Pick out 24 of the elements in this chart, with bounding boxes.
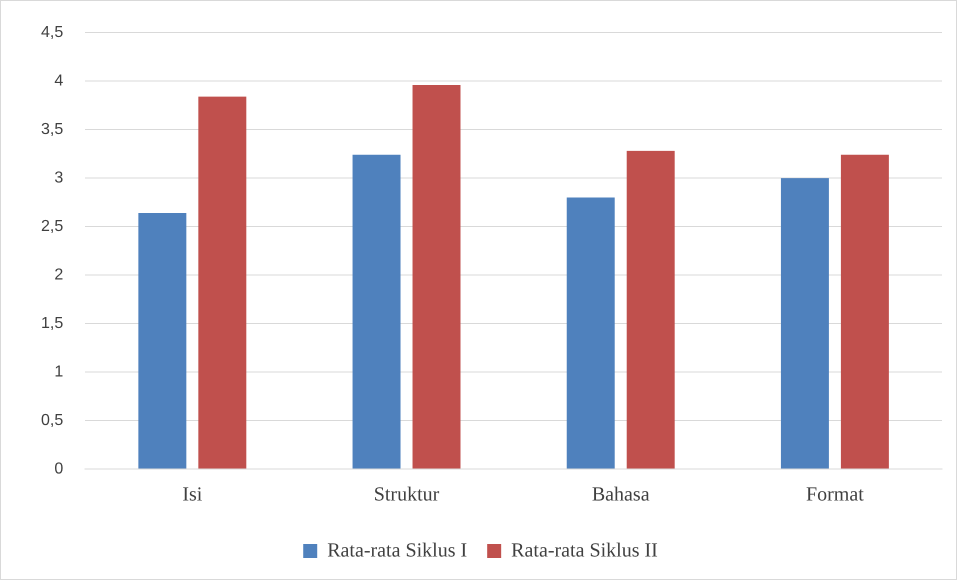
- legend-label: Rata-rata Siklus II: [511, 539, 658, 562]
- x-tick-label: Isi: [182, 483, 203, 506]
- y-tick-label: 3,5: [40, 120, 64, 138]
- bar: [352, 154, 401, 468]
- bar: [138, 212, 186, 468]
- bar: [626, 150, 675, 468]
- bar: [566, 197, 615, 468]
- bar: [780, 178, 829, 468]
- y-tick-label: 1: [54, 363, 64, 380]
- x-tick-label: Struktur: [374, 483, 440, 506]
- x-tick-label: Format: [806, 483, 864, 506]
- y-tick-label: 1,5: [40, 314, 64, 332]
- y-tick-label: 4: [54, 72, 64, 90]
- y-tick-label: 4,5: [40, 24, 64, 42]
- y-tick-label: 0: [54, 460, 64, 478]
- legend-label: Rata-rata Siklus I: [327, 539, 468, 562]
- y-tick-label: 2: [54, 266, 64, 284]
- bar: [840, 154, 889, 468]
- bar: [198, 96, 246, 468]
- y-tick-label: 0,5: [40, 412, 64, 429]
- y-tick-label: 2,5: [40, 218, 64, 235]
- bar: [412, 84, 460, 468]
- y-tick-label: 3: [54, 169, 64, 186]
- x-tick-label: Bahasa: [592, 483, 650, 506]
